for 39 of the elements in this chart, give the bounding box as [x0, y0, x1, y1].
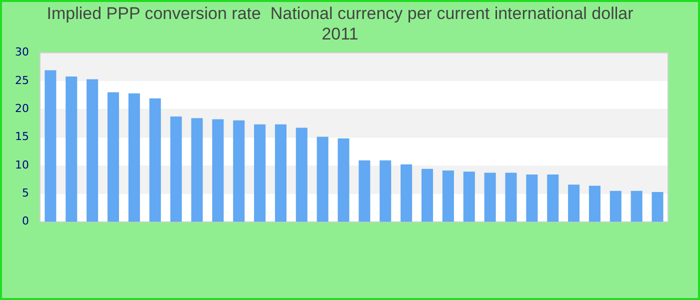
bar — [254, 124, 266, 222]
bar — [380, 160, 392, 222]
bar — [66, 76, 78, 222]
bar — [463, 172, 475, 222]
text: 2011 — [322, 24, 358, 44]
y-tick-label: 30 — [14, 46, 29, 59]
y-tick-label: 10 — [14, 158, 29, 172]
bar — [484, 172, 496, 222]
bar — [191, 118, 203, 222]
bar — [316, 136, 328, 222]
bar — [274, 124, 286, 222]
bar — [128, 93, 140, 222]
bar — [588, 186, 600, 222]
y-tick-label: 15 — [14, 130, 29, 144]
bar — [547, 174, 559, 222]
bar — [86, 79, 98, 222]
bar — [526, 174, 538, 222]
bar — [233, 120, 245, 222]
bar — [149, 98, 161, 222]
bar — [630, 190, 642, 222]
bar — [652, 192, 664, 222]
text: Implied PPP conversion rate National currency per current international dollar — [46, 4, 634, 23]
bar — [610, 190, 622, 222]
bar — [422, 168, 434, 222]
bar — [212, 119, 224, 222]
y-tick-label: 25 — [14, 74, 29, 87]
bar — [108, 92, 120, 222]
y-tick-label: 20 — [14, 102, 29, 115]
bar — [296, 128, 308, 222]
bar — [358, 160, 370, 222]
bar — [400, 164, 412, 222]
bar — [442, 170, 454, 222]
y-tick-label: 5 — [22, 186, 29, 200]
bar — [170, 116, 182, 222]
bar — [44, 70, 56, 222]
bar — [568, 184, 580, 222]
y-tick-label: 0 — [22, 214, 29, 228]
bar — [505, 172, 517, 222]
bar — [338, 138, 350, 222]
